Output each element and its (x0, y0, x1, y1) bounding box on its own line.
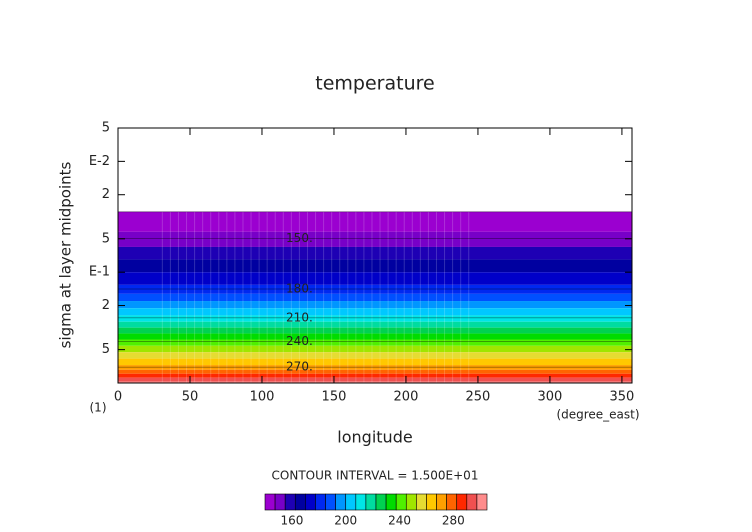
contour-label: 270. (286, 360, 313, 374)
colorbar-box (395, 493, 407, 511)
shade-band (118, 284, 632, 294)
colorbar-box (476, 493, 488, 511)
shade-band (118, 352, 632, 359)
colorbar-box (405, 493, 417, 511)
contour-interval: CONTOUR INTERVAL = 1.500E+01 (272, 469, 479, 483)
contour-label: 150. (286, 231, 313, 245)
shade-band (118, 365, 632, 370)
colorbar-box (355, 493, 367, 511)
x-unit: (degree_east) (556, 408, 639, 422)
contour-label: 240. (286, 334, 313, 348)
x-axis-label: longitude (337, 428, 412, 447)
colorbar-box (305, 493, 316, 511)
y-tick-label: E-1 (89, 265, 110, 280)
x-tick-label: 250 (466, 390, 491, 405)
y-tick-label: 5 (102, 121, 110, 136)
colorbar-box (416, 493, 427, 511)
colorbar-box (426, 493, 437, 511)
x-tick-label: 300 (538, 390, 563, 405)
shade-band (118, 339, 632, 346)
colorbar-box (436, 493, 447, 511)
colorbar-box (345, 493, 357, 511)
colorbar-box (375, 493, 387, 511)
chart-title: temperature (315, 73, 434, 95)
shade-band (118, 369, 632, 374)
colorbar-box (284, 493, 296, 511)
colorbar-box (335, 493, 347, 511)
colorbar-box (446, 493, 458, 511)
shade-band (118, 293, 632, 302)
x-tick-label: 350 (610, 390, 635, 405)
plot-frame (117, 127, 633, 384)
colorbar-box (466, 493, 478, 511)
shade-band (118, 315, 632, 322)
y-tick-label: 2 (102, 187, 110, 202)
y-tick-label: 5 (102, 231, 110, 246)
y-tick-label: 5 (102, 342, 110, 357)
x-tick-label: 0 (114, 390, 122, 405)
colorbar-label: 240 (388, 514, 411, 528)
x-tick-label: 50 (182, 390, 199, 405)
y-tick-label: 2 (102, 298, 110, 313)
colorbar-box (294, 493, 306, 511)
shade-band (118, 246, 632, 260)
contour-label: 180. (286, 282, 313, 296)
x-tick-label: 100 (250, 390, 275, 405)
shade-band (118, 308, 632, 316)
colorbar-box (274, 493, 286, 511)
y-tick-label: E-2 (89, 154, 110, 169)
shade-band (118, 333, 632, 340)
colorbar-box (315, 493, 326, 511)
shade-band (118, 301, 632, 309)
colorbar-label: 160 (280, 514, 303, 528)
colorbar-box (264, 493, 276, 511)
shade-band (118, 377, 632, 382)
y-unit: (1) (90, 401, 107, 415)
shade-band (118, 211, 632, 232)
shade-band (118, 381, 632, 383)
colorbar-box (365, 493, 377, 511)
colorbar-box (385, 493, 397, 511)
colorbar-box (456, 493, 468, 511)
shade-band (118, 231, 632, 247)
colorbar-box (325, 493, 336, 511)
x-tick-label: 200 (394, 390, 419, 405)
shade-band (118, 272, 632, 285)
shade-band (118, 327, 632, 334)
shade-band (118, 373, 632, 378)
contour-label: 210. (286, 310, 313, 324)
y-axis-label: sigma at layer midpoints (57, 161, 75, 348)
colorbar-label: 200 (334, 514, 357, 528)
shade-band (118, 358, 632, 366)
shade-band (118, 259, 632, 273)
colorbar-label: 280 (442, 514, 465, 528)
shade-band (118, 321, 632, 328)
x-tick-label: 150 (322, 390, 347, 405)
shade-band (118, 345, 632, 353)
